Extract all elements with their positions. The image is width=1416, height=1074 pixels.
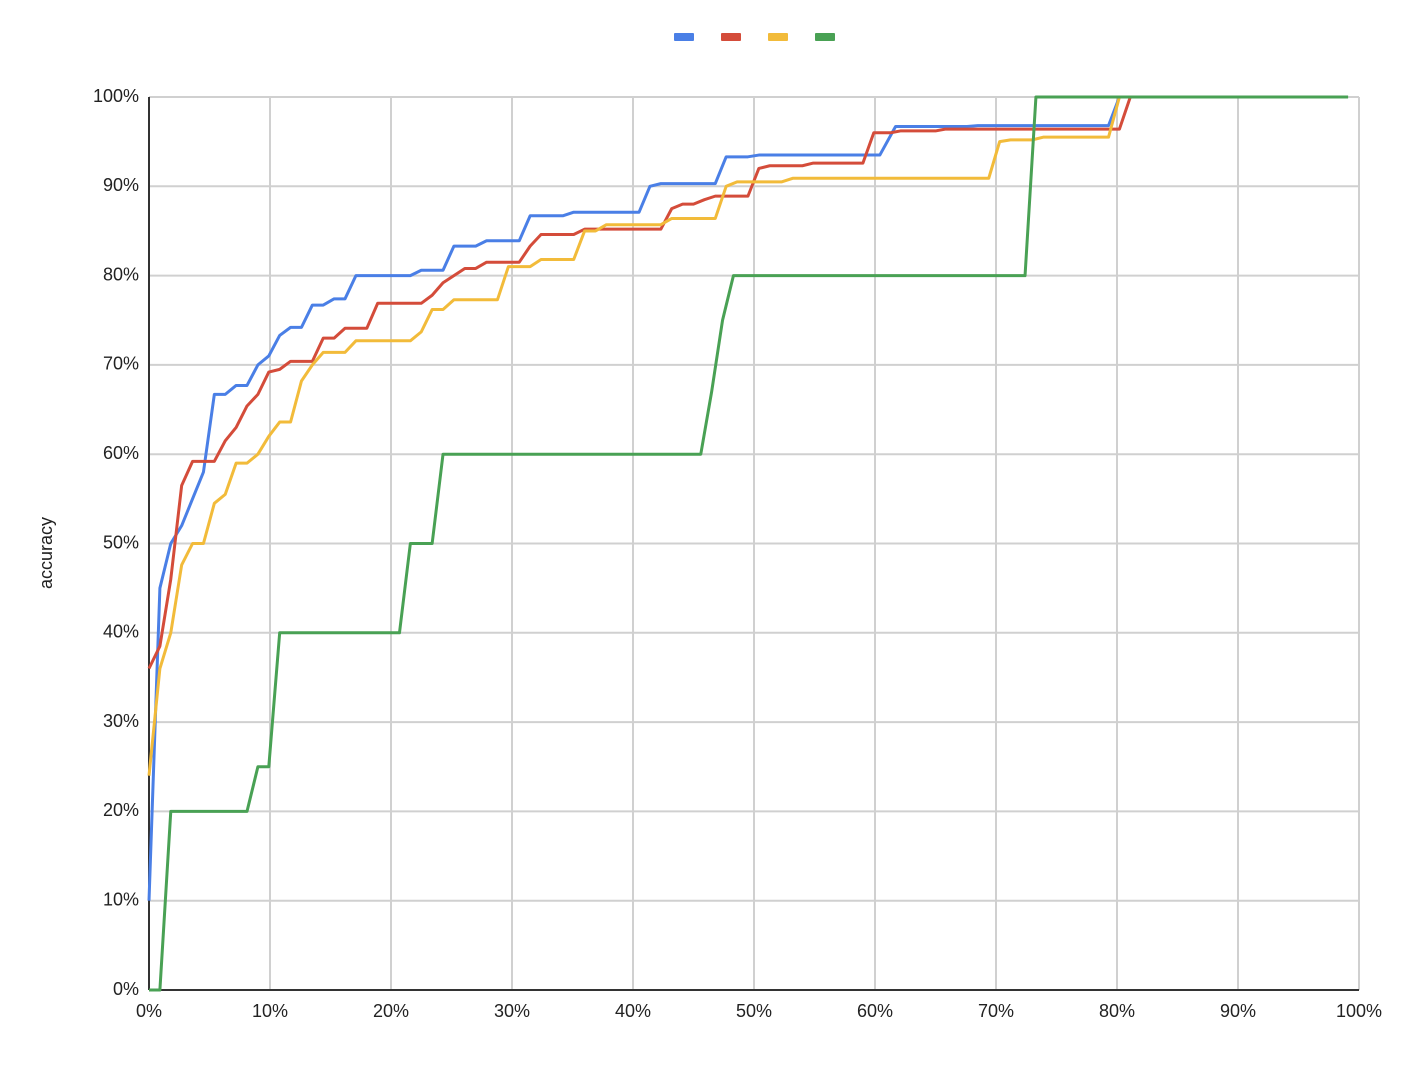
y-tick-label: 60% [103,443,139,463]
y-tick-label: 40% [103,622,139,642]
series-line [147,96,1121,776]
y-axis-label: accuracy [36,517,56,589]
series-line [147,96,1132,670]
series-line [149,95,1349,992]
y-tick-label: 10% [103,889,139,909]
x-tick-label: 10% [252,1001,288,1021]
x-tick-label: 30% [494,1001,530,1021]
x-tick-label: 60% [857,1001,893,1021]
x-tick-label: 20% [373,1001,409,1021]
y-tick-label: 20% [103,800,139,820]
y-tick-label: 30% [103,711,139,731]
x-tick-label: 80% [1099,1001,1135,1021]
legend-swatch [815,33,835,41]
y-tick-label: 70% [103,354,139,374]
legend-swatch [721,33,741,41]
x-tick-label: 40% [615,1001,651,1021]
y-tick-label: 90% [103,175,139,195]
x-tick-label: 90% [1220,1001,1256,1021]
y-tick-label: 80% [103,264,139,284]
series-line [147,95,1131,901]
x-tick-label: 0% [136,1001,162,1021]
x-tick-label: 70% [978,1001,1014,1021]
y-tick-label: 0% [113,979,139,999]
x-tick-label: 100% [1336,1001,1382,1021]
x-tick-label: 50% [736,1001,772,1021]
legend-swatch [768,33,788,41]
legend-swatch [674,33,694,41]
y-tick-label: 100% [93,86,139,106]
y-tick-label: 50% [103,532,139,552]
